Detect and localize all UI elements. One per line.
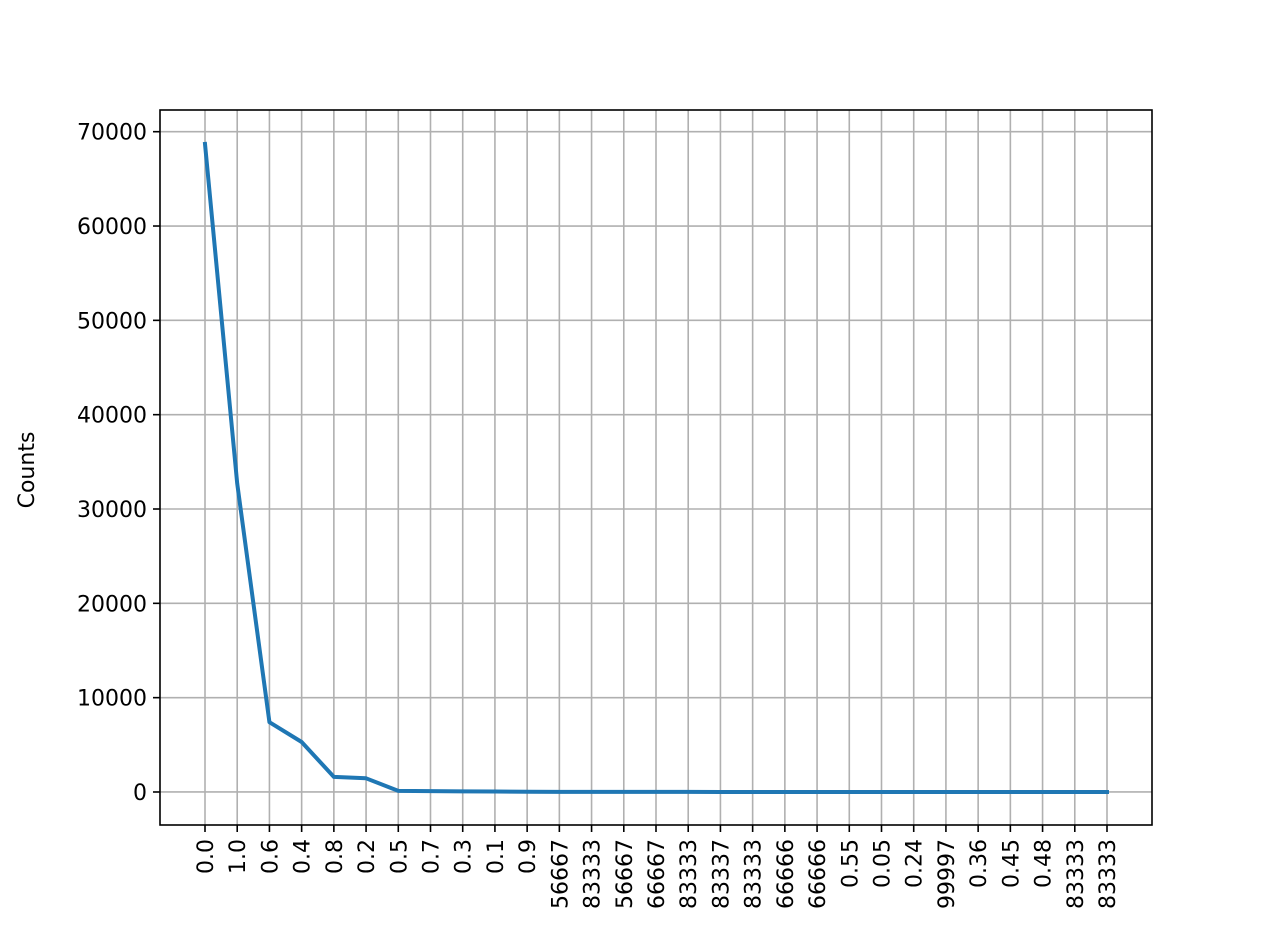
- x-axis-ticks: 0.0 1.0 0.6 0.4 0.8 0.2 0.5 0.7 0.3 0.1 0.9 56667 83…: [194, 825, 1121, 909]
- x-tick-label: 0.8: [323, 839, 348, 874]
- x-tick-label: 0.9: [516, 839, 541, 874]
- x-tick-label: 0.24: [903, 839, 928, 888]
- x-tick-label: 0.05: [871, 839, 896, 888]
- grid-lines: [160, 110, 1152, 825]
- y-tick-label: 0: [133, 781, 147, 806]
- x-tick-label: 56667: [613, 839, 638, 909]
- x-tick-label: 99997: [935, 839, 960, 909]
- y-tick-label: 40000: [77, 404, 147, 429]
- y-axis-label: Counts: [15, 432, 40, 509]
- x-tick-label: 83337: [709, 839, 734, 909]
- x-tick-label: 66666: [774, 839, 799, 909]
- x-tick-label: 0.45: [999, 839, 1024, 888]
- x-tick-label: 0.1: [484, 839, 509, 874]
- x-tick-label: 0.55: [838, 839, 863, 888]
- x-tick-label: 83333: [742, 839, 767, 909]
- x-tick-label: 0.7: [420, 839, 445, 874]
- x-tick-label: 0.2: [355, 839, 380, 874]
- y-tick-label: 60000: [77, 215, 147, 240]
- y-axis-ticks: 0 10000 20000 30000 40000 50000 60000 70000: [77, 121, 160, 806]
- x-tick-label: 0.36: [967, 839, 992, 888]
- x-tick-label: 83333: [1096, 839, 1121, 909]
- x-tick-label: 0.0: [194, 839, 219, 874]
- x-tick-label: 56667: [548, 839, 573, 909]
- x-tick-label: 0.6: [258, 839, 283, 874]
- y-tick-label: 50000: [77, 309, 147, 334]
- x-tick-label: 83333: [677, 839, 702, 909]
- x-tick-label: 0.48: [1032, 839, 1057, 888]
- x-tick-label: 0.3: [452, 839, 477, 874]
- y-tick-label: 10000: [77, 687, 147, 712]
- x-tick-label: 83333: [1064, 839, 1089, 909]
- x-tick-label: 0.4: [291, 839, 316, 874]
- series-layer: [202, 141, 1109, 794]
- y-tick-label: 30000: [77, 498, 147, 523]
- x-tick-label: 83333: [581, 839, 606, 909]
- x-tick-label: 66667: [645, 839, 670, 909]
- x-tick-label: 1.0: [226, 839, 251, 874]
- x-tick-label: 0.5: [387, 839, 412, 874]
- x-tick-label: 66666: [806, 839, 831, 909]
- y-tick-label: 20000: [77, 592, 147, 617]
- y-tick-label: 70000: [77, 121, 147, 146]
